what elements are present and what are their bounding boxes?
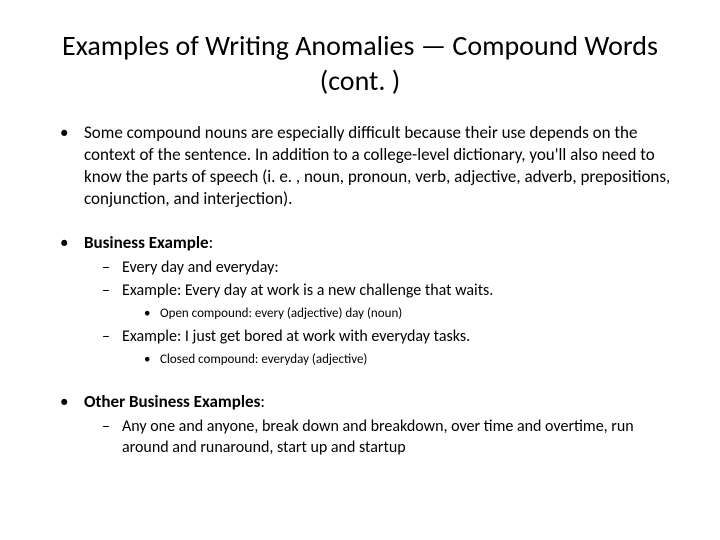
business-sub-2: Example: Every day at work is a new chal… bbox=[102, 281, 672, 323]
business-sublist: Every day and everyday: Example: Every d… bbox=[84, 258, 672, 368]
business-example-heading: Business Example bbox=[84, 232, 209, 253]
intro-bullet: Some compound nouns are especially diffi… bbox=[60, 122, 672, 210]
business-sub-1: Every day and everyday: bbox=[102, 258, 672, 279]
business-sub-3-text: Example: I just get bored at work with e… bbox=[122, 327, 470, 346]
other-examples-heading: Other Business Examples bbox=[84, 391, 260, 412]
business-sub-2-detail-list: Open compound: every (adjective) day (no… bbox=[122, 306, 672, 323]
business-sub-2-detail: Open compound: every (adjective) day (no… bbox=[144, 306, 672, 323]
other-sub-1: Any one and anyone, break down and break… bbox=[102, 417, 672, 459]
colon-2: : bbox=[260, 391, 265, 412]
slide-title: Examples of Writing Anomalies — Compound… bbox=[48, 28, 672, 98]
other-examples-bullet: Other Business Examples: Any one and any… bbox=[60, 391, 672, 459]
business-sub-3-detail-list: Closed compound: everyday (adjective) bbox=[122, 352, 672, 369]
business-sub-3: Example: I just get bored at work with e… bbox=[102, 327, 672, 369]
business-sub-2-text: Example: Every day at work is a new chal… bbox=[122, 281, 493, 300]
business-sub-3-detail: Closed compound: everyday (adjective) bbox=[144, 352, 672, 369]
other-sublist: Any one and anyone, break down and break… bbox=[84, 417, 672, 459]
colon: : bbox=[209, 232, 214, 253]
bullet-list: Some compound nouns are especially diffi… bbox=[48, 122, 672, 458]
business-example-bullet: Business Example: Every day and everyday… bbox=[60, 232, 672, 368]
